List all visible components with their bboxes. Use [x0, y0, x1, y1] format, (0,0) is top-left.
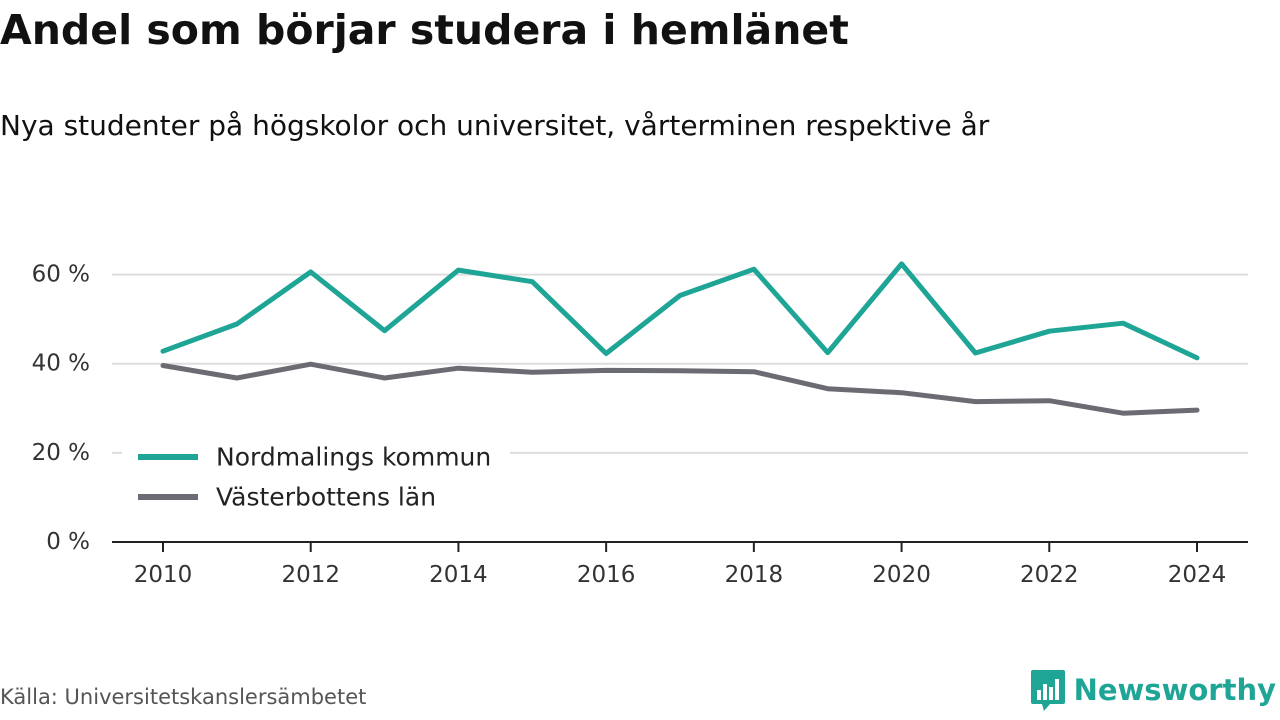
- series-line-0: [160, 261, 1200, 361]
- x-tick-label: 2010: [134, 562, 193, 588]
- brand-name: Newsworthy: [1073, 673, 1276, 707]
- x-tick-label: 2012: [281, 562, 340, 588]
- x-tick-label: 2016: [577, 562, 636, 588]
- y-tick-label: 20 %: [32, 440, 90, 466]
- brand-logo[interactable]: Newsworthy: [1030, 668, 1276, 712]
- x-tick-label: 2024: [1168, 562, 1227, 588]
- x-tick-label: 2014: [429, 562, 488, 588]
- chart-subtitle: Nya studenter på högskolor och universit…: [0, 109, 990, 142]
- x-tick-label: 2022: [1020, 562, 1079, 588]
- source-note: Källa: Universitetskanslersämbetet: [0, 685, 367, 709]
- legend-box: [122, 436, 510, 526]
- series-line-1: [160, 361, 1200, 416]
- legend-label-1: Västerbottens län: [216, 483, 436, 512]
- chart-title: Andel som börjar studera i hemlänet: [0, 6, 849, 54]
- x-tick-label: 2018: [725, 562, 784, 588]
- x-tick-label: 2020: [872, 562, 931, 588]
- y-tick-label: 0 %: [46, 529, 90, 555]
- y-tick-label: 40 %: [32, 351, 90, 377]
- bar-chart-speech-bubble-icon: [1030, 670, 1065, 711]
- y-tick-label: 60 %: [32, 262, 90, 288]
- legend-label-0: Nordmalings kommun: [216, 443, 491, 472]
